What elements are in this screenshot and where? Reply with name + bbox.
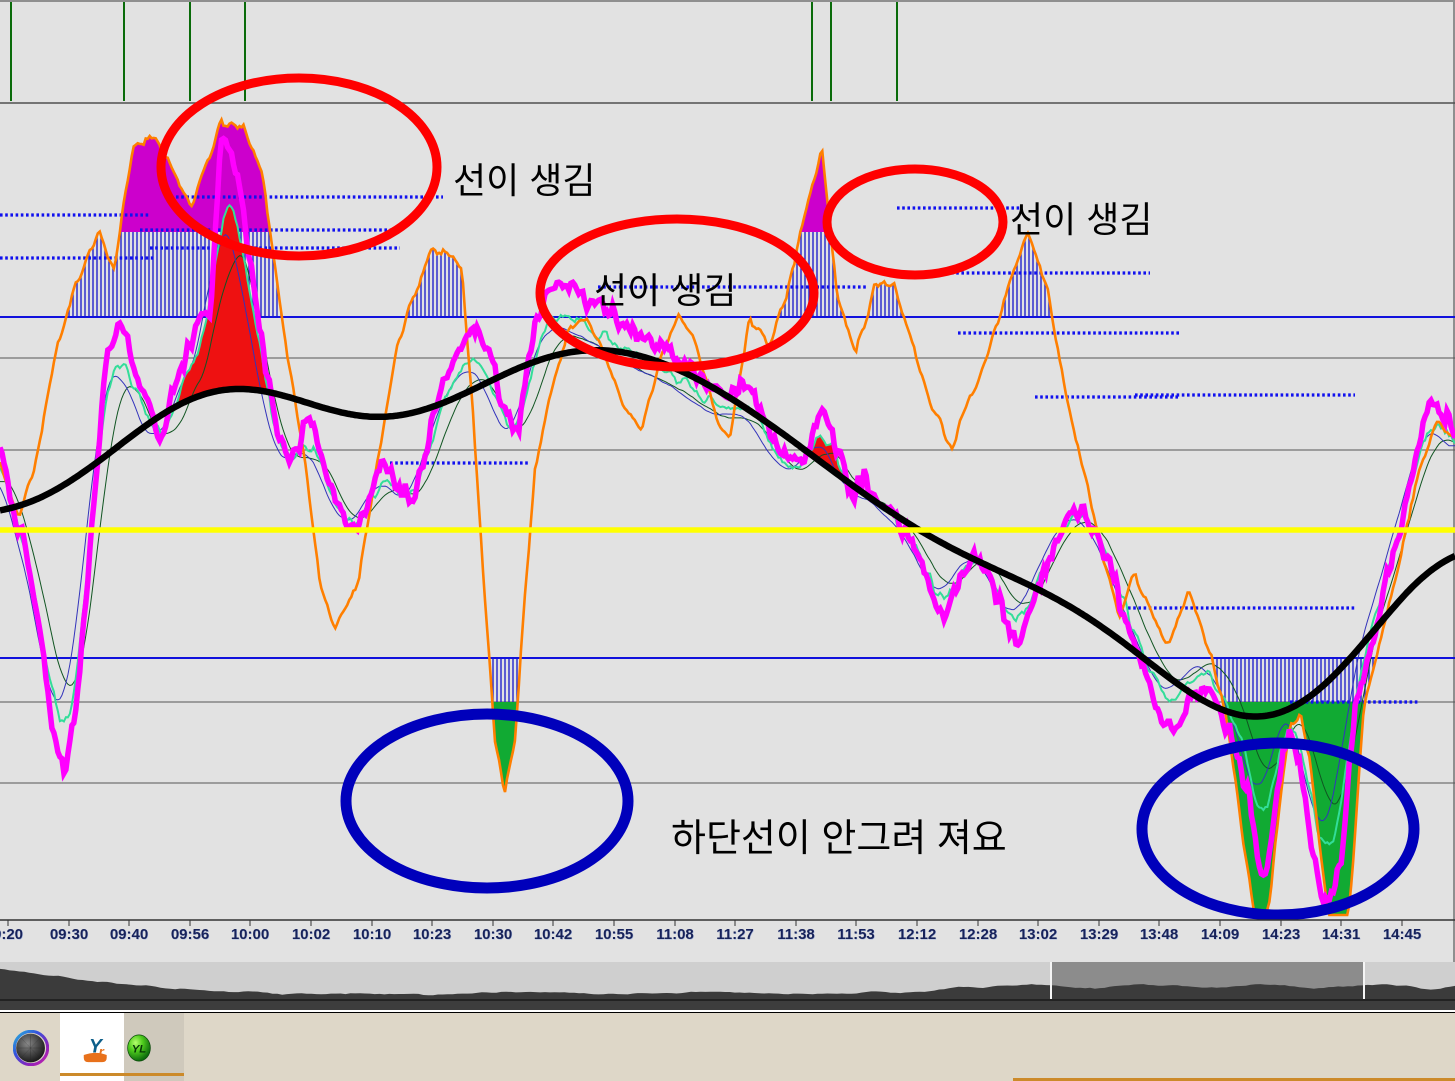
svg-text:YL: YL	[132, 1043, 147, 1055]
svg-text:r: r	[99, 1044, 105, 1059]
